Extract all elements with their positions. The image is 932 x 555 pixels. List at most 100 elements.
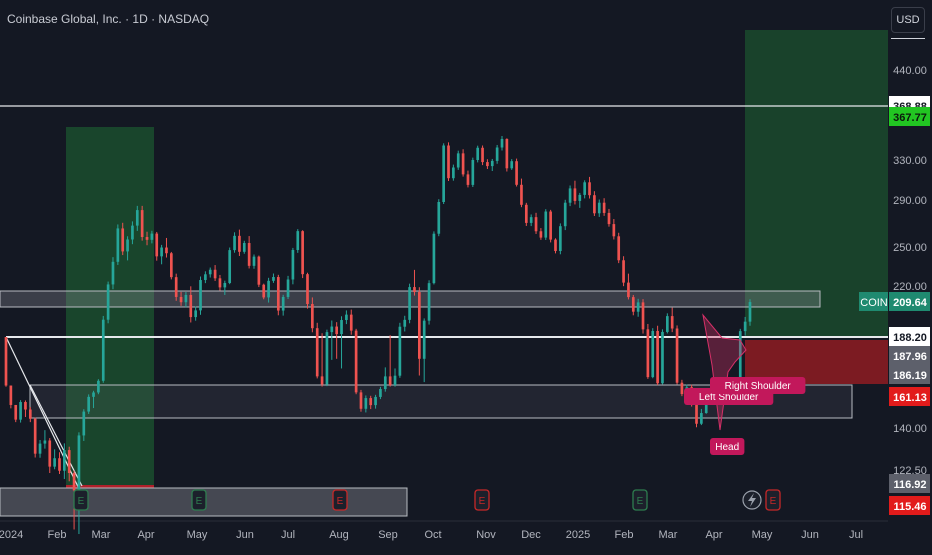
earnings-marker-icon[interactable] [765, 489, 781, 511]
candle-body [379, 389, 382, 397]
candle-body [140, 210, 144, 238]
candle-body [38, 443, 42, 454]
candle-body [743, 321, 747, 332]
candle-body [9, 385, 13, 405]
candle-body [101, 319, 105, 381]
symbol-tag: COIN [860, 297, 888, 309]
candle-body [417, 292, 421, 359]
candle-body [320, 376, 324, 385]
candle-body [461, 153, 465, 175]
candle-body [19, 402, 22, 420]
candle-body [607, 212, 611, 225]
candle-body [247, 243, 251, 266]
time-axis-label: May [187, 529, 208, 541]
earnings-marker-icon[interactable] [632, 489, 648, 511]
annotation-left-shoulder: Left Shoulder [699, 392, 759, 403]
candle-body [500, 138, 504, 148]
candle-body [24, 402, 27, 410]
candle-body [121, 228, 125, 252]
symbol-tag-bg [859, 292, 888, 311]
price-badge: 188.20 [893, 332, 927, 344]
candle-body [651, 330, 655, 378]
candle-body [199, 280, 202, 311]
candle-body [194, 310, 197, 318]
earnings-marker-icon[interactable] [332, 489, 348, 511]
price-tick-label: 220.00 [893, 281, 927, 293]
candle-body [486, 162, 489, 167]
earnings-marker-label: E [479, 496, 486, 507]
candle-body [311, 304, 314, 329]
candle-body [233, 235, 236, 251]
price-tick-label: 290.00 [893, 195, 927, 207]
candle-body [403, 319, 407, 327]
time-axis-label: Apr [137, 529, 154, 541]
candle-body [583, 182, 587, 195]
candle-body [656, 330, 659, 384]
candle-body [515, 161, 518, 185]
candle-body [544, 211, 548, 238]
time-axis-label: Oct [424, 529, 441, 541]
currency-underline [891, 38, 925, 39]
candle-body [374, 396, 377, 406]
candle-body [413, 287, 416, 293]
candle-body [631, 297, 635, 312]
candle-body [388, 376, 392, 385]
time-axis-label: Sep [378, 529, 398, 541]
earnings-marker-label: E [770, 496, 777, 507]
candle-body [111, 261, 115, 285]
price-badge: 367.77 [893, 112, 927, 124]
time-axis-label: Jun [801, 529, 819, 541]
candle-body [578, 194, 582, 201]
candle-body [345, 314, 348, 321]
earnings-marker-label: E [196, 496, 203, 507]
lightning-glyph-icon [748, 493, 756, 507]
candle-body [179, 296, 183, 303]
candle-body [58, 458, 61, 471]
candle-body [262, 284, 266, 298]
candle-body [680, 382, 684, 395]
price-badge-bg [889, 292, 930, 311]
earnings-marker-icon[interactable] [474, 489, 490, 511]
time-axis-label: Dec [521, 529, 541, 541]
time-axis-label: Nov [476, 529, 496, 541]
long-zone-target [745, 30, 888, 336]
candle-body [150, 233, 154, 240]
time-axis-label: Feb [615, 529, 634, 541]
candle-body [116, 228, 120, 262]
candle-body [189, 294, 193, 318]
price-badge-bg [889, 346, 930, 365]
candle-body [165, 247, 168, 254]
candle-body [447, 145, 450, 179]
trend-line-2 [29, 384, 83, 487]
candle-body [427, 283, 431, 321]
stop-zone [745, 340, 888, 384]
time-axis-label: Mar [92, 529, 111, 541]
candle-body [14, 404, 18, 420]
candle-body [330, 326, 334, 333]
earnings-marker-icon[interactable] [191, 489, 207, 511]
price-badge-bg [889, 474, 930, 493]
candle-body [276, 277, 280, 311]
candle-body [602, 202, 606, 213]
candle-body [549, 211, 552, 240]
candle-body [408, 287, 411, 320]
candle-body [495, 147, 499, 161]
candle-body [301, 231, 304, 275]
earnings-marker-icon[interactable] [73, 489, 89, 511]
candle-body [383, 376, 387, 390]
time-axis-label: May [752, 529, 773, 541]
candle-body [92, 392, 95, 397]
candle-body [306, 274, 309, 305]
time-axis-label: Feb [48, 529, 67, 541]
candle-body [612, 224, 616, 237]
candle-body [349, 314, 353, 331]
candle-body [364, 398, 368, 409]
candle-body [354, 330, 358, 393]
candle-body [559, 226, 562, 252]
candle-body [695, 402, 698, 424]
candle-body [238, 235, 241, 252]
currency-button[interactable]: USD [891, 7, 925, 33]
earnings-marker-label: E [337, 496, 344, 507]
